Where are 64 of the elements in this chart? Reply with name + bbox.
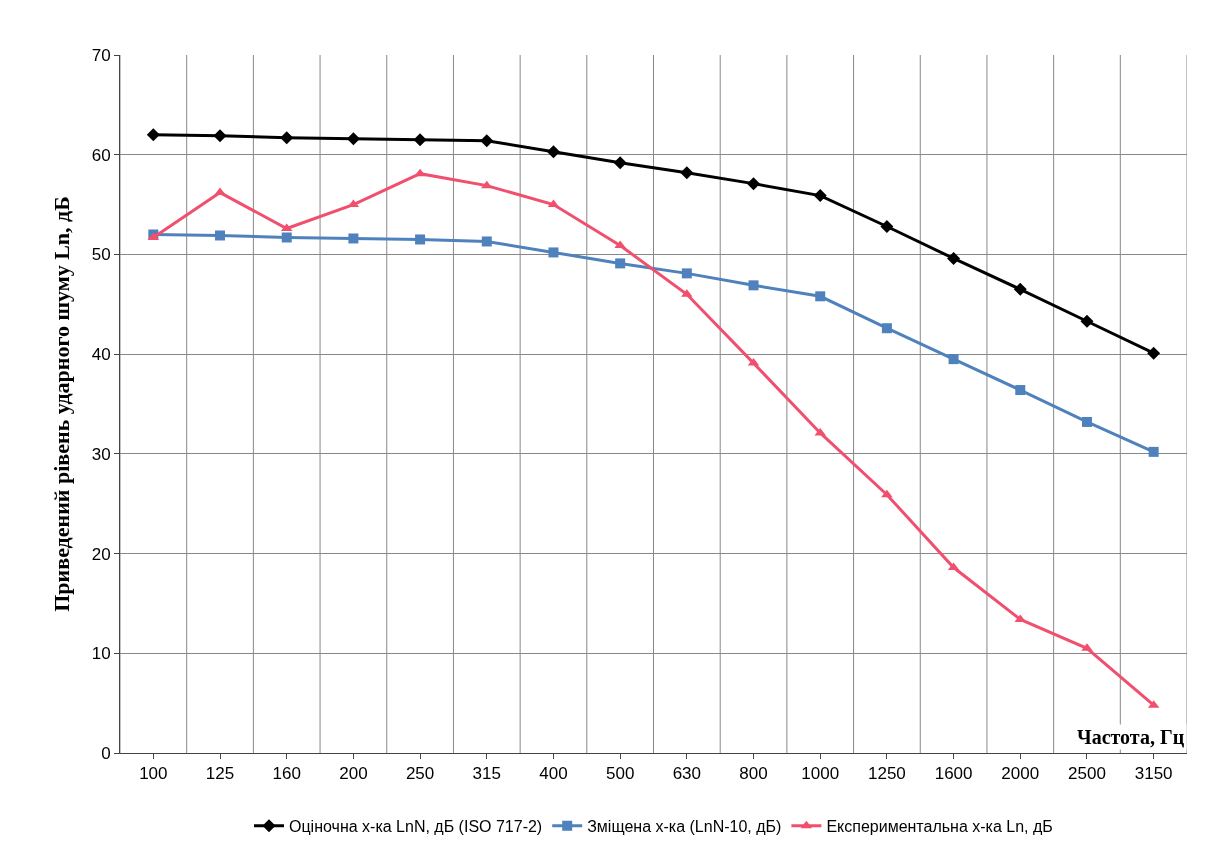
point [214,187,226,196]
point [1147,346,1161,360]
x-tick-label: 125 [205,764,235,784]
point [881,489,893,498]
point [146,128,160,142]
point [948,354,959,365]
y-axis-title: Приведений рівень ударного шуму Ln, дБ [49,196,75,612]
point [415,234,426,245]
point [880,220,894,234]
x-tick-label: 250 [405,764,435,784]
x-tick-label: 2500 [1068,764,1106,784]
point [546,145,560,159]
point [346,132,360,146]
point [413,133,427,147]
y-tick-label: 10 [91,644,111,664]
x-tick-label: 3150 [1134,764,1173,784]
y-tick-label: 70 [91,45,111,65]
x-tick-label: 630 [672,764,702,784]
x-tick-label: 1600 [934,764,973,784]
x-axis-title: Частота, Гц [1077,726,1185,748]
y-tick-label: 30 [91,444,111,464]
x-tick-label: 800 [739,764,768,784]
point [881,323,892,334]
y-tick-label: 40 [91,345,111,365]
x-tick-label: 200 [339,764,368,784]
x-tick-label: 100 [139,764,168,784]
point [748,280,759,291]
point [215,230,226,241]
point [947,251,961,265]
x-tick-label: 1250 [868,764,906,784]
point [1013,282,1027,296]
point [613,156,627,170]
point [213,129,227,143]
x-tick-label: 500 [605,764,635,784]
point [747,177,761,191]
point [1080,314,1094,328]
point [681,268,692,279]
point [348,233,359,244]
x-tick-label: 2000 [1001,764,1040,784]
x-tick-label: 1000 [801,764,840,784]
y-tick-label: 20 [91,544,111,564]
point [680,166,694,180]
point [481,180,493,189]
point [548,247,559,258]
point [815,291,826,302]
point [281,232,292,243]
point [1148,446,1159,457]
point [615,258,626,269]
point [813,189,827,203]
x-tick-label: 400 [539,764,568,784]
y-tick-label: 50 [91,245,111,265]
point [280,131,294,145]
point [1081,416,1092,427]
y-tick-label: 0 [101,743,111,763]
x-tick-label: 315 [472,764,501,784]
point [481,236,492,247]
legend-label: Оціночна х-ка LnN, дБ (ISO 717-2) [289,817,543,835]
point [814,427,826,436]
point [480,134,494,148]
y-tick-label: 60 [91,145,111,165]
legend-label: Експериментальна х-ка Ln, дБ [826,817,1053,835]
legend-label: Зміщена х-ка (LnN-10, дБ) [587,817,782,835]
point [1015,385,1026,396]
x-tick-label: 160 [272,764,301,784]
